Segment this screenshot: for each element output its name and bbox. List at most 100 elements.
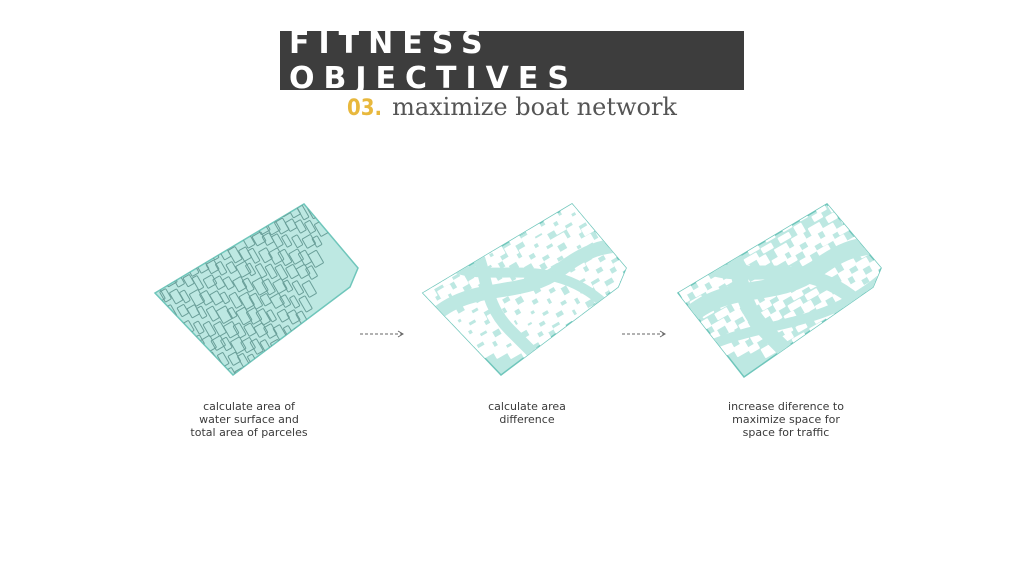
parcel-block: [99, 240, 112, 253]
parcel-block: [597, 212, 615, 230]
parcel-block: [825, 212, 838, 224]
parcel-block: [157, 349, 169, 362]
parcel-block: [280, 339, 294, 356]
parcel-block: [874, 290, 881, 306]
parcel-block: [657, 202, 676, 217]
parcel-block: [703, 240, 720, 257]
parcel-block: [717, 241, 732, 255]
parcel-block: [102, 377, 113, 390]
parcel-block: [578, 233, 595, 248]
parcel-block: [271, 233, 284, 248]
parcel-block: [811, 211, 824, 222]
parcel-block: [804, 288, 820, 301]
parcel-block: [438, 328, 457, 346]
parcel-block: [261, 278, 276, 296]
parcel-block: [617, 346, 626, 362]
parcel-block: [304, 220, 317, 234]
parcel-block: [155, 317, 158, 335]
parcel-block: [122, 271, 135, 286]
parcel-block: [358, 315, 372, 328]
parcel-block: [631, 346, 651, 364]
parcel-block: [404, 195, 420, 212]
parcel-block: [650, 282, 666, 295]
parcel-block: [458, 207, 473, 221]
parcel-block: [343, 314, 362, 332]
parcel-block: [611, 213, 626, 229]
parcel-block: [423, 240, 435, 253]
parcel-block: [198, 245, 210, 259]
parcel-block: [902, 292, 917, 304]
parcel-block: [373, 260, 390, 275]
parcel-block: [242, 384, 252, 396]
parcel-block: [131, 227, 143, 243]
parcel-block: [655, 261, 671, 276]
parcel-block: [642, 260, 659, 274]
parcel-block: [189, 289, 205, 307]
parcel-block: [840, 256, 857, 272]
parcel-block: [258, 247, 273, 264]
parcel-block: [713, 208, 725, 219]
parcel-block: [100, 286, 111, 299]
parcel-block: [193, 365, 211, 375]
parcel-block: [117, 347, 130, 363]
parcel-block: [887, 346, 904, 361]
parcel-block: [103, 271, 113, 283]
parcel-block: [249, 338, 264, 355]
parcel-block: [290, 340, 302, 355]
parcel-block: [637, 227, 651, 239]
parcel-block: [204, 365, 219, 375]
parcel-block: [656, 258, 673, 273]
parcel-block: [439, 273, 454, 287]
parcel-block: [423, 272, 431, 291]
parcel-block: [627, 316, 641, 329]
parcel-block: [267, 353, 283, 371]
parcel-block: [221, 231, 233, 244]
parcel-block: [184, 365, 197, 375]
parcel-block: [639, 272, 653, 284]
parcel-block: [245, 262, 256, 277]
parcel-block: [295, 264, 311, 279]
parcel-block: [94, 361, 108, 377]
parcel-block: [866, 214, 879, 227]
parcel-block: [109, 391, 123, 405]
parcel-block: [595, 326, 608, 339]
parcel-block: [128, 392, 145, 410]
parcel-block: [785, 254, 798, 266]
parcel-block: [169, 335, 182, 350]
parcel-block: [155, 212, 156, 225]
parcel-block: [637, 325, 654, 341]
parcel-block: [124, 317, 134, 329]
parcel-block: [678, 305, 688, 319]
parcel-block: [272, 278, 288, 294]
parcel-block: [435, 339, 455, 357]
parcel-block: [460, 204, 476, 213]
parcel-block: [622, 283, 634, 294]
parcel-block: [246, 307, 263, 325]
parcel-block: [689, 240, 703, 253]
parcel-block: [818, 289, 834, 303]
parcel-block: [895, 214, 908, 225]
parcel-block: [423, 327, 429, 345]
parcel-block: [95, 255, 110, 272]
parcel-block: [181, 229, 192, 242]
parcel-block: [235, 306, 253, 326]
parcel-block: [653, 272, 667, 283]
parcel-block: [547, 344, 563, 360]
parcel-block: [661, 237, 679, 254]
parcel-block: [127, 348, 139, 363]
parcel-block: [582, 322, 601, 338]
parcel-block: [777, 231, 792, 244]
parcel-block: [564, 333, 581, 350]
parcel-block: [111, 331, 124, 345]
parcel-block: [135, 363, 149, 377]
parcel-block: [804, 232, 822, 249]
parcel-block: [787, 243, 803, 257]
parcel-block: [139, 288, 151, 303]
parcel-block: [340, 326, 354, 340]
parcel-block: [119, 286, 134, 303]
parcel-block: [205, 259, 220, 274]
parcel-block: [771, 253, 788, 267]
parcel-block: [883, 258, 896, 269]
parcel-block: [855, 204, 869, 215]
parcel-block: [129, 287, 141, 302]
